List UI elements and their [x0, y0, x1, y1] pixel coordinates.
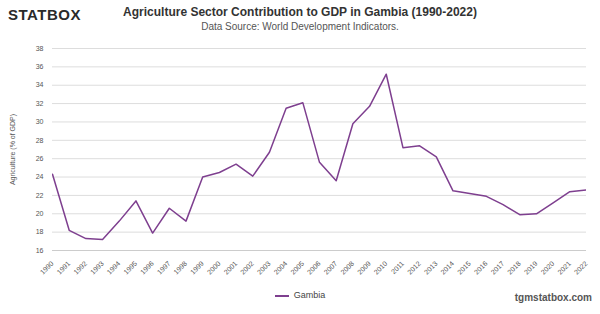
svg-text:2015: 2015 — [456, 260, 472, 276]
svg-text:1997: 1997 — [156, 260, 172, 276]
html-text:STATBOX: STATBOX — [8, 6, 81, 23]
svg-text:30: 30 — [36, 118, 44, 125]
svg-text:2002: 2002 — [239, 260, 255, 276]
svg-text:24: 24 — [36, 173, 44, 180]
svg-text:2020: 2020 — [539, 260, 555, 276]
svg-text:2007: 2007 — [323, 260, 339, 276]
svg-text:38: 38 — [36, 45, 44, 52]
svg-text:2011: 2011 — [390, 260, 406, 276]
svg-text:2017: 2017 — [489, 260, 505, 276]
svg-text:2005: 2005 — [289, 260, 305, 276]
html-text:tgmstatbox.com: tgmstatbox.com — [514, 292, 592, 303]
svg-text:36: 36 — [36, 63, 44, 70]
svg-text:2012: 2012 — [406, 260, 422, 276]
svg-text:1996: 1996 — [139, 260, 155, 276]
svg-text:2010: 2010 — [373, 260, 389, 276]
svg-text:34: 34 — [36, 81, 44, 88]
svg-text:Agriculture (% of GDP): Agriculture (% of GDP) — [9, 114, 17, 185]
svg-text:1998: 1998 — [172, 260, 188, 276]
html-text:Data Source: World Development: Data Source: World Development Indicator… — [201, 21, 399, 32]
svg-text:32: 32 — [36, 100, 44, 107]
svg-text:2013: 2013 — [423, 260, 439, 276]
svg-text:1990: 1990 — [39, 260, 55, 276]
svg-text:2008: 2008 — [339, 260, 355, 276]
svg-text:16: 16 — [36, 247, 44, 254]
svg-text:2019: 2019 — [523, 260, 539, 276]
svg-text:2000: 2000 — [206, 260, 222, 276]
svg-text:20: 20 — [36, 210, 44, 217]
svg-text:2003: 2003 — [256, 260, 272, 276]
html-text:Gambia: Gambia — [293, 290, 326, 300]
svg-text:2001: 2001 — [222, 260, 238, 276]
svg-text:2018: 2018 — [506, 260, 522, 276]
svg-text:2021: 2021 — [556, 260, 572, 276]
svg-text:1994: 1994 — [106, 260, 122, 276]
svg-text:22: 22 — [36, 192, 44, 199]
html-text:Agriculture Sector Contributio: Agriculture Sector Contribution to GDP i… — [123, 5, 477, 19]
svg-text:1993: 1993 — [89, 260, 105, 276]
svg-text:2016: 2016 — [473, 260, 489, 276]
svg-text:28: 28 — [36, 137, 44, 144]
svg-text:1991: 1991 — [56, 260, 72, 276]
svg-text:2006: 2006 — [306, 260, 322, 276]
svg-text:2004: 2004 — [272, 260, 288, 276]
svg-text:18: 18 — [36, 228, 44, 235]
svg-text:2014: 2014 — [439, 260, 455, 276]
svg-text:1999: 1999 — [189, 260, 205, 276]
svg-text:2022: 2022 — [573, 260, 589, 276]
svg-text:1995: 1995 — [122, 260, 138, 276]
svg-text:2009: 2009 — [356, 260, 372, 276]
svg-text:1992: 1992 — [72, 260, 88, 276]
svg-text:26: 26 — [36, 155, 44, 162]
